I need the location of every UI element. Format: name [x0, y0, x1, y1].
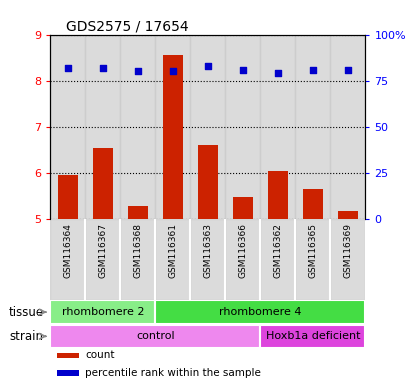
Bar [226, 35, 260, 219]
Bar [190, 35, 226, 219]
Bar [50, 325, 260, 348]
Text: strain: strain [9, 330, 43, 343]
Text: Hoxb1a deficient: Hoxb1a deficient [265, 331, 360, 341]
Bar [226, 219, 260, 300]
Text: GSM116367: GSM116367 [98, 223, 108, 278]
Text: tissue: tissue [8, 306, 43, 319]
Bar [85, 219, 121, 300]
Bar [163, 55, 183, 219]
Bar [155, 219, 190, 300]
Text: GSM116365: GSM116365 [308, 223, 318, 278]
Bar [260, 35, 295, 219]
Bar [57, 353, 79, 358]
Bar [155, 300, 365, 324]
Bar [233, 197, 252, 219]
Bar [331, 35, 365, 219]
Bar [303, 189, 323, 219]
Text: GSM116369: GSM116369 [344, 223, 352, 278]
Bar [260, 325, 365, 348]
Text: percentile rank within the sample: percentile rank within the sample [85, 368, 261, 378]
Text: GSM116364: GSM116364 [63, 223, 72, 278]
Bar [331, 219, 365, 300]
Text: control: control [136, 331, 175, 341]
Bar [128, 206, 147, 219]
Text: rhombomere 2: rhombomere 2 [62, 307, 144, 317]
Text: GSM116368: GSM116368 [134, 223, 142, 278]
Point [170, 68, 176, 74]
Bar [93, 147, 113, 219]
Point [134, 68, 141, 74]
Bar [50, 35, 85, 219]
Point [65, 65, 71, 71]
Text: GDS2575 / 17654: GDS2575 / 17654 [66, 20, 189, 33]
Bar [295, 219, 331, 300]
Bar [338, 211, 357, 219]
Text: GSM116366: GSM116366 [239, 223, 247, 278]
Text: rhombomere 4: rhombomere 4 [219, 307, 302, 317]
Bar [85, 35, 121, 219]
Text: GSM116362: GSM116362 [273, 223, 282, 278]
Bar [50, 219, 85, 300]
Bar [260, 219, 295, 300]
Bar [121, 35, 155, 219]
Bar [58, 175, 78, 219]
Bar [155, 35, 190, 219]
Bar [190, 219, 226, 300]
Bar [198, 145, 218, 219]
Bar [295, 35, 331, 219]
Bar [268, 171, 288, 219]
Text: count: count [85, 351, 115, 361]
Bar [57, 370, 79, 376]
Bar [121, 219, 155, 300]
Point [239, 66, 246, 73]
Point [275, 70, 281, 76]
Point [100, 65, 106, 71]
Bar [50, 300, 155, 324]
Point [310, 66, 316, 73]
Text: GSM116361: GSM116361 [168, 223, 177, 278]
Text: GSM116363: GSM116363 [203, 223, 213, 278]
Point [344, 66, 351, 73]
Point [205, 63, 211, 69]
